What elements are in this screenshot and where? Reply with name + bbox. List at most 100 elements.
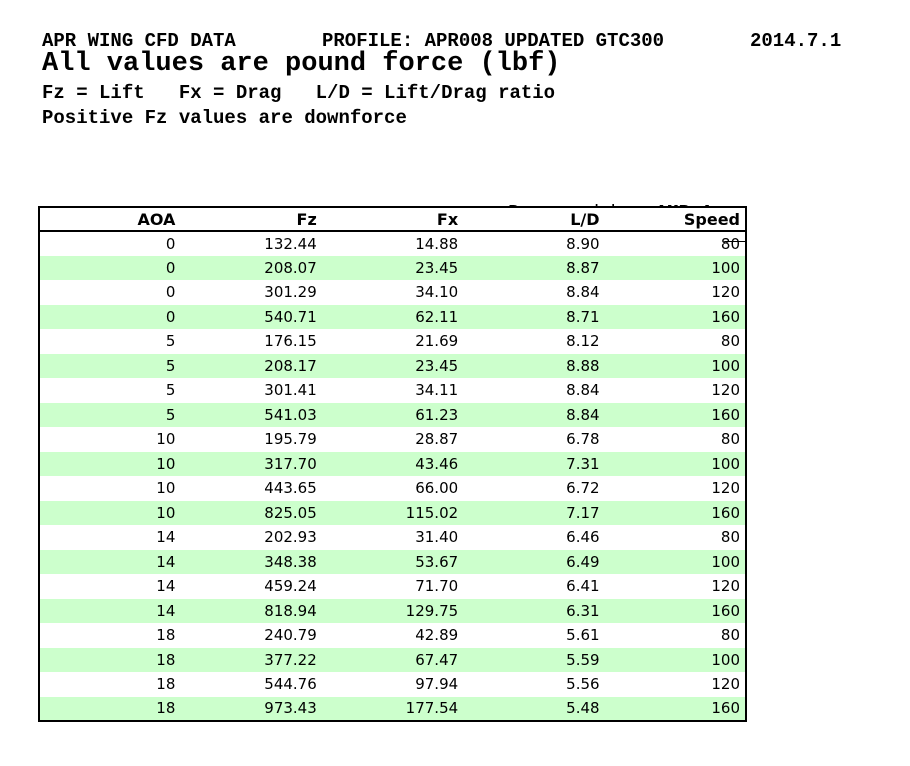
cell-fz: 301.41 xyxy=(264,381,317,400)
cell-fx: 97.94 xyxy=(415,675,459,694)
table-row: 0 540.71 62.11 8.71 160 xyxy=(39,304,746,329)
cell-fz: 540.71 xyxy=(180,304,322,329)
cell-fx: 43.46 xyxy=(321,451,464,476)
cell-fx: 28.87 xyxy=(415,430,459,449)
cell-fz: 195.79 xyxy=(264,430,317,449)
table-row: 5 208.17 23.45 8.88 100 xyxy=(39,353,746,378)
table-row: 14 202.93 31.40 6.46 80 xyxy=(39,525,746,550)
cell-aoa: 0 xyxy=(39,304,181,329)
cell-aoa: 0 xyxy=(165,234,176,253)
cell-fx: 34.10 xyxy=(415,283,459,302)
cell-speed: 100 xyxy=(604,647,746,672)
cell-fz: 973.43 xyxy=(180,696,322,721)
cell-speed: 120 xyxy=(711,283,740,302)
report-version: 2014.7.1 xyxy=(750,30,842,52)
cell-aoa: 14 xyxy=(39,598,181,623)
cell-fx: 53.67 xyxy=(321,549,464,574)
cell-ld: 5.56 xyxy=(566,675,600,694)
cell-ld: 5.61 xyxy=(566,626,600,645)
cell-fx: 23.45 xyxy=(321,255,464,280)
cfd-table-body: 0 132.44 14.88 8.90 80 0 208.07 23.45 8.… xyxy=(39,231,746,721)
cell-speed: 100 xyxy=(604,255,746,280)
cell-speed: 160 xyxy=(604,598,746,623)
report-note: Positive Fz values are downforce xyxy=(42,107,407,129)
table-row: 18 544.76 97.94 5.56 120 xyxy=(39,672,746,697)
cell-fx: 23.45 xyxy=(321,353,464,378)
cell-fx: 21.69 xyxy=(415,332,459,351)
cell-speed: 100 xyxy=(604,353,746,378)
cell-fz: 317.70 xyxy=(180,451,322,476)
cell-aoa: 0 xyxy=(39,255,181,280)
table-row: 5 541.03 61.23 8.84 160 xyxy=(39,402,746,427)
cell-aoa: 5 xyxy=(165,381,176,400)
cell-ld: 8.90 xyxy=(566,234,600,253)
cell-aoa: 5 xyxy=(165,332,176,351)
cell-fx: 34.11 xyxy=(415,381,459,400)
cell-ld: 8.84 xyxy=(566,283,600,302)
cell-speed: 80 xyxy=(720,528,740,547)
cell-fz: 132.44 xyxy=(264,234,317,253)
cell-aoa: 18 xyxy=(39,647,181,672)
table-row: 14 348.38 53.67 6.49 100 xyxy=(39,549,746,574)
cell-fx: 177.54 xyxy=(321,696,464,721)
table-row: 10 825.05 115.02 7.17 160 xyxy=(39,500,746,525)
cell-fz: 240.79 xyxy=(264,626,317,645)
table-row: 10 317.70 43.46 7.31 100 xyxy=(39,451,746,476)
table-row: 14 459.24 71.70 6.41 120 xyxy=(39,574,746,599)
cell-ld: 6.78 xyxy=(566,430,600,449)
cell-ld: 8.87 xyxy=(463,255,605,280)
cell-speed: 160 xyxy=(604,696,746,721)
cell-aoa: 10 xyxy=(39,500,181,525)
cell-fz: 825.05 xyxy=(180,500,322,525)
cfd-table-header: AOA Fz Fx L/D Speed xyxy=(39,207,746,232)
cell-fx: 14.88 xyxy=(415,234,459,253)
cell-fz: 202.93 xyxy=(264,528,317,547)
cell-speed: 120 xyxy=(711,381,740,400)
report-profile: PROFILE: APR008 UPDATED GTC300 xyxy=(322,30,665,52)
column-header-aoa: AOA xyxy=(39,207,181,232)
cell-aoa: 18 xyxy=(156,675,176,694)
cell-speed: 160 xyxy=(604,304,746,329)
cell-fz: 208.17 xyxy=(180,353,322,378)
cell-ld: 8.71 xyxy=(463,304,605,329)
table-row: 10 443.65 66.00 6.72 120 xyxy=(39,476,746,501)
cell-speed: 120 xyxy=(711,479,740,498)
table-row: 0 301.29 34.10 8.84 120 xyxy=(39,280,746,305)
cell-fx: 71.70 xyxy=(415,577,459,596)
table-row: 14 818.94 129.75 6.31 160 xyxy=(39,598,746,623)
cell-fz: 459.24 xyxy=(264,577,317,596)
cell-fx: 62.11 xyxy=(321,304,464,329)
cell-fx: 66.00 xyxy=(415,479,459,498)
cell-fz: 377.22 xyxy=(180,647,322,672)
cell-ld: 5.48 xyxy=(463,696,605,721)
cell-fx: 67.47 xyxy=(321,647,464,672)
cfd-data-table: AOA Fz Fx L/D Speed 0 132.44 14.88 8.90 … xyxy=(38,206,747,722)
report-legend: Fz = Lift Fx = Drag L/D = Lift/Drag rati… xyxy=(42,82,556,104)
cell-aoa: 5 xyxy=(39,402,181,427)
table-row: 5 301.41 34.11 8.84 120 xyxy=(39,378,746,403)
table-row: 18 377.22 67.47 5.59 100 xyxy=(39,647,746,672)
cell-aoa: 14 xyxy=(156,528,176,547)
cell-speed: 80 xyxy=(720,332,740,351)
cell-aoa: 5 xyxy=(39,353,181,378)
cell-ld: 5.59 xyxy=(463,647,605,672)
cell-fx: 31.40 xyxy=(415,528,459,547)
cell-fz: 818.94 xyxy=(180,598,322,623)
cell-aoa: 14 xyxy=(156,577,176,596)
cell-speed: 80 xyxy=(720,234,740,253)
cell-fx: 129.75 xyxy=(321,598,464,623)
cell-aoa: 18 xyxy=(156,626,176,645)
cell-ld: 7.31 xyxy=(463,451,605,476)
cell-speed: 120 xyxy=(711,675,740,694)
table-row: 0 132.44 14.88 8.90 80 xyxy=(39,231,746,256)
cell-fz: 348.38 xyxy=(180,549,322,574)
report-subtitle: All values are pound force (lbf) xyxy=(42,49,561,79)
cell-aoa: 18 xyxy=(39,696,181,721)
cell-fx: 115.02 xyxy=(321,500,464,525)
cell-ld: 6.49 xyxy=(463,549,605,574)
cell-aoa: 14 xyxy=(39,549,181,574)
cell-ld: 6.31 xyxy=(463,598,605,623)
column-header-ld: L/D xyxy=(463,207,605,232)
cell-ld: 8.12 xyxy=(566,332,600,351)
